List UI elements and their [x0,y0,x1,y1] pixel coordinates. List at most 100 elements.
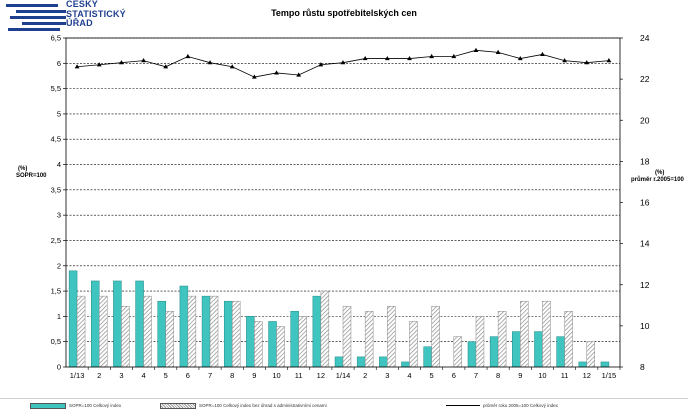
bar-sopr-excl-admin [431,306,440,368]
x-tick-label: 1/13 [70,371,85,380]
legend-swatch-teal [30,403,66,409]
bar-sopr-total [91,280,100,368]
bar-sopr-total [113,280,122,368]
x-tick-label: 11 [295,371,303,380]
left-tick-label: 0,5 [51,337,61,346]
bar-sopr-excl-admin [254,321,263,368]
bar-sopr-excl-admin [231,300,241,368]
bar-sopr-total [356,356,366,368]
legend-swatch-hatched [160,403,196,409]
index-point [584,60,590,65]
left-tick-label: 4 [57,160,61,169]
right-tick-label: 18 [640,156,650,166]
bar-sopr-excl-admin [387,306,396,368]
legend-swatch-line [446,405,480,407]
index-point [606,58,612,63]
left-axis-name: SOPR=100 [16,173,47,179]
bar-sopr-total [600,361,610,368]
right-tick-label: 20 [640,115,650,125]
bar-sopr-total [268,321,277,368]
bar-sopr-total [556,336,565,368]
x-tick-label: 12 [317,371,325,380]
index-point [340,60,346,65]
right-axis-unit: (%) [655,170,665,176]
x-tick-label: 3 [119,371,123,380]
index-point [296,72,302,77]
bar-sopr-excl-admin [209,295,219,368]
bar-sopr-total [201,295,211,368]
bar-sopr-total [246,316,255,368]
x-tick-label: 4 [141,371,145,380]
bar-sopr-excl-admin [475,316,485,368]
logo-line-3: ÚŘAD [66,18,93,28]
bar-sopr-excl-admin [409,321,418,368]
left-tick-label: 5,5 [51,84,61,93]
bar-sopr-total [223,300,233,368]
index-line [74,47,612,79]
x-tick-label: 6 [186,371,190,380]
bar-sopr-excl-admin [187,295,197,368]
left-tick-label: 3 [57,211,61,220]
index-point [473,47,479,52]
bar-sopr-excl-admin [564,311,573,368]
logo-line-2: STATISTICKÝ [66,8,126,19]
left-axis-unit: (%) [18,166,28,172]
right-tick-label: 12 [640,280,650,290]
legend-label-1: SOPR=100 Celkový index [69,403,122,409]
index-point [251,74,257,79]
index-point [562,58,567,63]
bar-sopr-excl-admin [276,326,285,368]
right-tick-label: 10 [640,321,650,331]
bar-sopr-excl-admin [364,311,374,368]
index-point [119,60,124,65]
x-tick-label: 7 [208,371,212,380]
x-tick-label: 9 [518,371,522,380]
bar-sopr-total [401,361,410,368]
index-point [540,51,545,57]
bar-sopr-total [157,300,166,368]
index-point [384,55,390,61]
index-point [362,55,368,61]
index-point [163,64,169,69]
bar-sopr-total [512,331,521,368]
right-tick-label: 16 [640,198,650,208]
bar-sopr-excl-admin [143,295,152,368]
x-tick-label: 9 [252,371,256,380]
right-tick-label: 14 [640,239,650,249]
bar-sopr-total [68,270,78,368]
left-tick-label: 2 [57,261,61,270]
x-tick-label: 8 [496,371,500,380]
legend-item-2: SOPR=100 Celkový index bez úhrad s admin… [160,403,327,409]
bar-sopr-excl-admin [453,336,463,368]
index-point [207,60,213,65]
x-tick-label: 12 [583,371,591,380]
left-tick-label: 4,5 [51,135,61,144]
bar-sopr-excl-admin [542,300,551,368]
x-tick-label: 1/15 [602,371,617,380]
index-point [141,58,146,63]
bar-sopr-total [179,285,189,368]
bar-sopr-total [534,331,543,368]
left-tick-label: 6,5 [51,34,61,43]
bar-sopr-total [290,311,299,368]
index-point [407,55,412,61]
legend-label-2: SOPR=100 Celkový index bez úhrad s admin… [199,403,327,409]
bar-sopr-total [312,295,322,368]
index-point [451,53,457,59]
right-axis-label: (%) průměr r.2005=100 [631,170,684,184]
x-tick-label: 4 [407,371,411,380]
bar-sopr-excl-admin [497,311,507,368]
index-point [495,49,501,54]
index-point [318,62,324,67]
csu-logo [6,4,66,31]
right-axis-name: průměr r.2005=100 [631,177,684,183]
x-tick-label: 2 [97,371,101,380]
axes: 0 0,5 1 1,5 2 2,5 3 3,5 4 4,5 5 5,5 6 6,5 8 10 12 14 16 18 2… [51,33,650,380]
left-tick-label: 1 [57,312,61,321]
left-tick-label: 2,5 [51,236,61,245]
bar-sopr-excl-admin [520,300,529,368]
index-point [517,55,523,61]
x-tick-label: 8 [230,371,234,380]
legend-item-3: průměr roku 2005=100 Celkový index [446,403,558,408]
